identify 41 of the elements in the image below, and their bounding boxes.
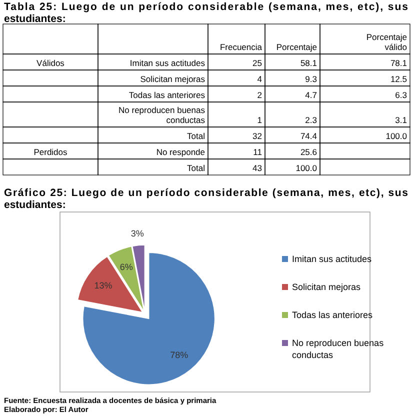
data-label: 3% [130,228,144,238]
text: 25.6 [300,147,318,157]
text: 4.7 [305,90,318,100]
text: Porcentaje [276,42,318,52]
chart-title: Gráfico 25: Luego de un período considerable (semana, mes, etc), sus estudiantes: [4,187,408,211]
text: Perdidos [34,147,68,157]
text: 58.1 [300,58,318,68]
text: 2.3 [305,115,318,125]
text: 2 [257,90,262,100]
text: Porcentaje válido [366,32,408,52]
text: Total [187,131,206,141]
text: 3.1 [395,115,408,125]
text: 6.3 [395,90,408,100]
text: 9.3 [305,74,318,84]
text: 1 [257,115,262,125]
text: Válidos [36,58,64,68]
data-label: 13% [94,280,112,291]
legend-label: Imitan sus actitudes [292,254,372,264]
text: 78.1 [390,58,408,68]
text: Todas las anteriores [128,90,205,100]
text: Frecuencia [220,42,262,52]
legend-label: Solicitan mejoras [292,282,362,292]
text: Total [187,163,206,173]
text: Solicitan mejoras [140,74,205,84]
data-label: 6% [120,262,133,272]
text: 12.5 [390,74,408,84]
legend-label: Todas las anteriores [292,310,374,320]
text: 4 [257,74,262,84]
text: 100.0 [296,163,318,173]
text: 32 [252,131,262,141]
text: 43 [252,163,262,173]
text: No responde [156,147,206,157]
text: 11 [253,147,262,157]
data-label: 78% [170,350,188,360]
text: Tabla 25: Luego de un período considerable (semana, mes, etc), sus estudiantes: [4,1,408,25]
text: 74.4 [300,131,318,141]
text: 25 [252,58,262,68]
text: No reproducen buenas conductas [118,105,205,125]
text: Imitan sus actitudes [130,58,205,68]
legend-label: No reproducen buenas conductas [292,338,384,360]
text: 100.0 [386,131,408,141]
